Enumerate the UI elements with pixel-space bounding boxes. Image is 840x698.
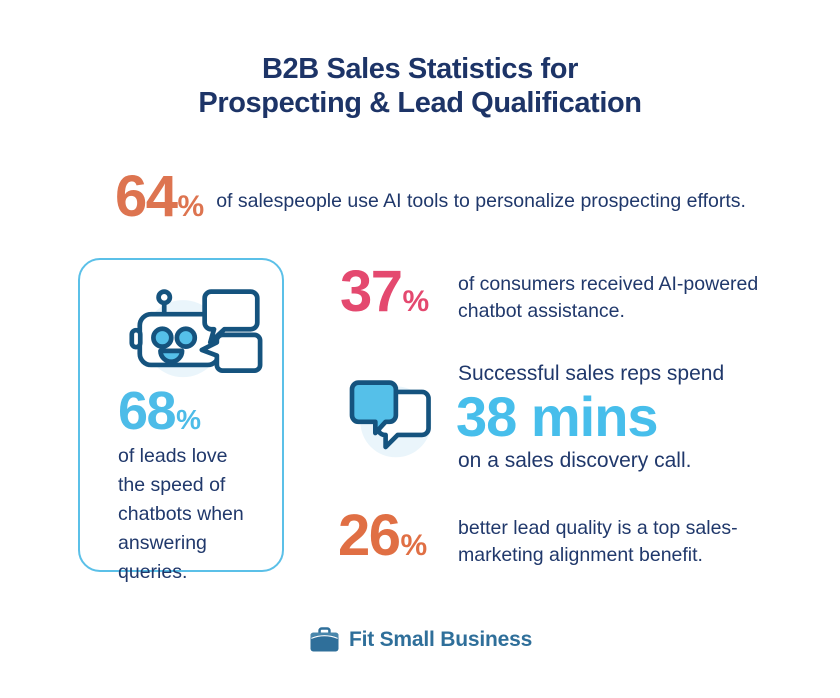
brand-name: Fit Small Business — [348, 628, 533, 651]
stat-outro: on a sales discovery call. — [458, 449, 692, 472]
stat-description: of consumers received AI-powered chatbot… — [458, 273, 759, 322]
chatbot-robot-icon — [128, 286, 270, 380]
stat-percent-sign: % — [400, 529, 428, 562]
stat-value-37: 37% — [340, 263, 429, 321]
stat-percent-sign: % — [177, 190, 205, 223]
stat-number: 37 — [340, 259, 403, 324]
stat-description: better lead quality is a top sales- mark… — [458, 517, 738, 566]
stat-number: 64 — [115, 164, 178, 229]
stat-ai-prospecting: 64% of salespeople use AI tools to perso… — [115, 168, 746, 226]
stat-value-38-mins: 38 mins — [456, 385, 659, 448]
brand-footer: Fit Small Business — [0, 626, 840, 654]
briefcase-icon — [308, 626, 341, 654]
stat-card-chatbot-speed: 68% of leads love the speed of chatbots … — [78, 258, 284, 583]
title-line-2: Prospecting & Lead Qualification — [198, 87, 642, 119]
stat-description: of salespeople use AI tools to personali… — [216, 189, 746, 212]
stat-description: of leads love the speed of chatbots when… — [118, 445, 244, 583]
stat-value-26: 26% — [338, 507, 427, 565]
title-line-1: B2B Sales Statistics for — [262, 53, 578, 85]
stat-value-64: 64% — [115, 168, 204, 226]
chat-bubbles-icon — [338, 375, 436, 465]
stat-number: 68 — [118, 381, 177, 441]
stat-value-68: 68% — [118, 384, 201, 438]
stat-percent-sign: % — [402, 285, 430, 318]
stat-intro: Successful sales reps spend — [458, 362, 725, 385]
stat-text-column: Successful sales reps spend 38 mins on a… — [456, 361, 818, 474]
stat-percent-sign: % — [176, 404, 201, 435]
page-title: B2B Sales Statistics for Prospecting & L… — [0, 52, 840, 120]
stat-number: 26 — [338, 503, 401, 568]
